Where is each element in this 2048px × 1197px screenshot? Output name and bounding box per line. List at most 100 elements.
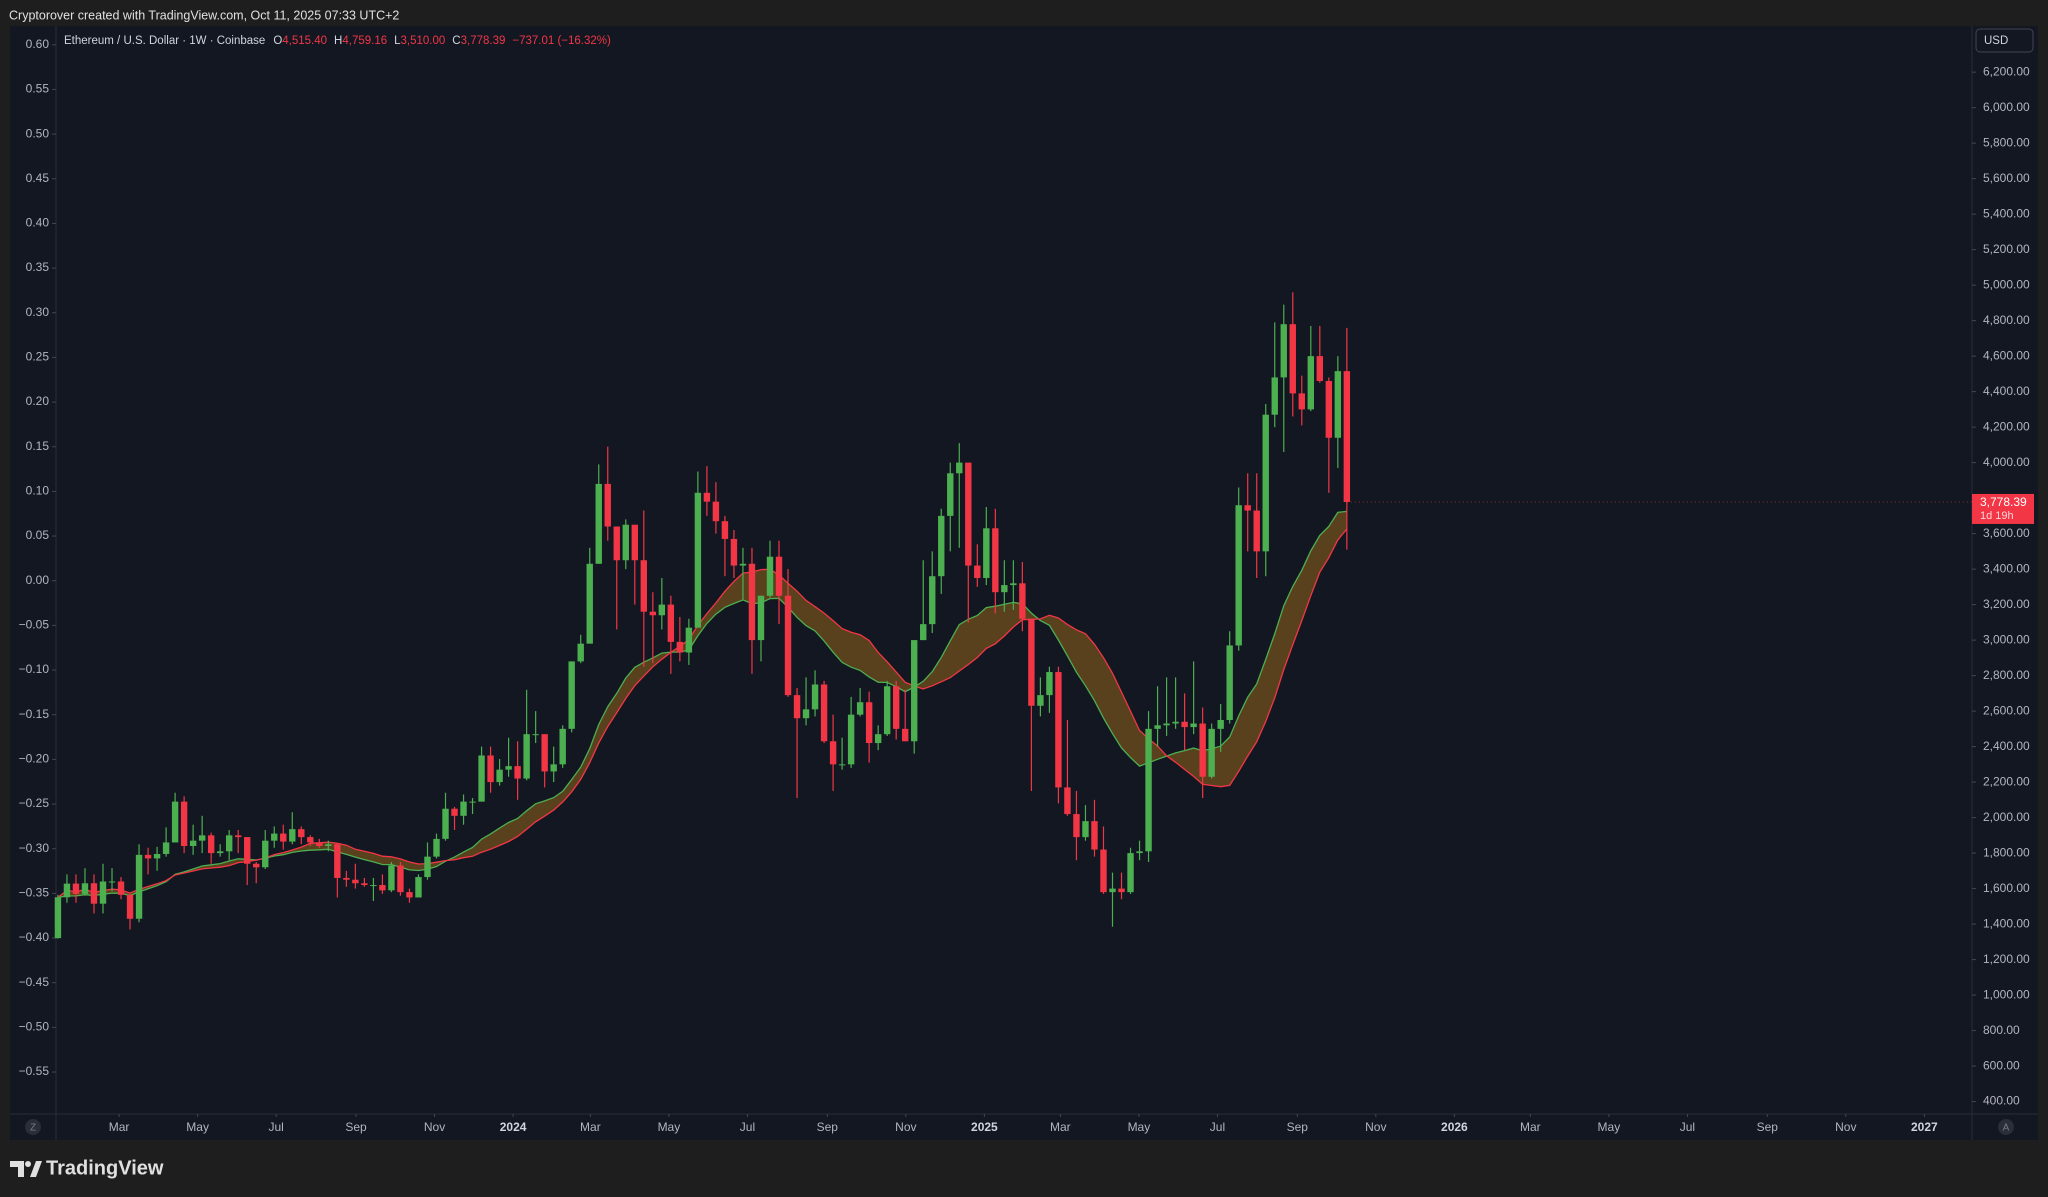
x-tick-label: Mar	[580, 1120, 601, 1134]
zoom-label[interactable]: Z	[30, 1123, 36, 1134]
candle-body	[171, 801, 179, 843]
auto-scale-label[interactable]: A	[2003, 1123, 2010, 1134]
candle-body	[72, 883, 80, 894]
candle-body	[1217, 719, 1224, 729]
y2-tick-label: 0.30	[26, 305, 50, 319]
y-tick-label: 5,200.00	[1983, 242, 2030, 256]
candle-body	[929, 576, 936, 625]
candle-body	[568, 661, 575, 729]
candle-body	[992, 528, 999, 593]
candle-body	[730, 538, 738, 566]
x-tick-label: Sep	[817, 1120, 839, 1134]
y-tick-label: 4,600.00	[1983, 348, 2030, 362]
y2-tick-label: 0.60	[26, 37, 50, 51]
auto-scale-button[interactable]	[1998, 1119, 2014, 1135]
x-tick-label: Nov	[1365, 1120, 1386, 1134]
x-tick-label: Jul	[740, 1120, 755, 1134]
candle-body	[685, 627, 693, 653]
y-tick-label: 1,000.00	[1983, 987, 2030, 1001]
y-tick-label: 5,600.00	[1983, 171, 2030, 185]
candle-body	[289, 829, 296, 842]
candle-body	[1091, 821, 1098, 850]
candle-body	[225, 835, 233, 852]
candle-body	[739, 563, 747, 566]
x-tick-label: Jul	[1210, 1120, 1225, 1134]
candle-body	[1163, 723, 1170, 726]
x-tick-label: May	[186, 1120, 209, 1134]
candle-body	[523, 734, 530, 779]
currency-button[interactable]	[1975, 28, 2034, 53]
y-tick-label: 4,000.00	[1983, 455, 2030, 469]
candle-body	[144, 854, 152, 859]
candle-body	[424, 856, 431, 878]
countdown-label: 1d 19h	[1980, 510, 2014, 522]
candle-body	[829, 741, 837, 765]
candle-body	[235, 835, 242, 838]
candle-body	[442, 808, 449, 839]
candle-body	[1262, 414, 1269, 552]
y2-tick-label: −0.05	[19, 618, 50, 632]
candle-body	[1334, 371, 1342, 438]
y2-tick-label: 0.40	[26, 216, 50, 230]
candle-body	[216, 851, 224, 854]
y-tick-label: 2,800.00	[1983, 668, 2030, 682]
y2-tick-label: 0.35	[26, 260, 50, 274]
candle-body	[153, 853, 161, 859]
candle-body	[1244, 505, 1251, 511]
ohlc-value: 3,778.39	[461, 35, 506, 47]
candle-body	[1253, 510, 1260, 552]
candle-body	[1199, 723, 1206, 777]
y-tick-label: 4,200.00	[1983, 419, 2030, 433]
candle-body	[63, 883, 71, 898]
candle-body	[406, 892, 413, 898]
candle-body	[496, 769, 503, 783]
candle-body	[784, 595, 792, 696]
candle-body	[307, 837, 314, 843]
x-tick-label: Mar	[1050, 1120, 1071, 1134]
candle-body	[622, 524, 629, 561]
candle-body	[126, 894, 134, 919]
last-price-label: 3,778.39	[1980, 495, 2027, 509]
zoom-button[interactable]	[25, 1119, 41, 1135]
candle-body	[135, 854, 143, 919]
candle-body	[90, 883, 98, 904]
candle-body	[1109, 888, 1116, 893]
y-tick-label: 2,000.00	[1983, 810, 2030, 824]
candle-body	[1307, 356, 1314, 410]
candle-body	[793, 695, 801, 719]
x-tick-label: Sep	[1287, 1120, 1309, 1134]
y2-tick-label: −0.15	[19, 707, 50, 721]
candle-body	[775, 556, 783, 596]
x-tick-label: Nov	[895, 1120, 916, 1134]
y-tick-label: 5,400.00	[1983, 206, 2030, 220]
candle-body	[1082, 821, 1089, 838]
candle-body	[1145, 728, 1152, 852]
candle-body	[54, 897, 62, 939]
y2-tick-label: −0.50	[19, 1020, 50, 1034]
candle-body	[802, 709, 810, 719]
candle-body	[1325, 380, 1333, 438]
y-tick-label: 400.00	[1983, 1094, 2020, 1108]
candle-body	[820, 684, 828, 742]
y2-tick-label: −0.40	[19, 930, 50, 944]
candle-body	[198, 835, 206, 841]
candle-body	[938, 515, 945, 577]
candle-body	[433, 838, 440, 857]
candle-body	[271, 833, 278, 841]
candle-body	[766, 556, 774, 596]
y2-tick-label: −0.55	[19, 1064, 50, 1078]
ohlc-key: O	[273, 35, 282, 47]
candle-body	[1235, 505, 1242, 646]
x-tick-label: May	[658, 1120, 681, 1134]
ohlc-key: L	[394, 35, 401, 47]
candle-body	[694, 492, 702, 628]
currency[interactable]: USD	[1984, 35, 2008, 47]
candle-body	[415, 877, 422, 898]
candle-body	[631, 524, 638, 561]
y-tick-label: 5,000.00	[1983, 277, 2030, 291]
candle-body	[613, 526, 620, 561]
y2-tick-label: 0.00	[26, 573, 50, 587]
y2-tick-label: −0.35	[19, 886, 50, 900]
ohlc-key: H	[334, 35, 342, 47]
